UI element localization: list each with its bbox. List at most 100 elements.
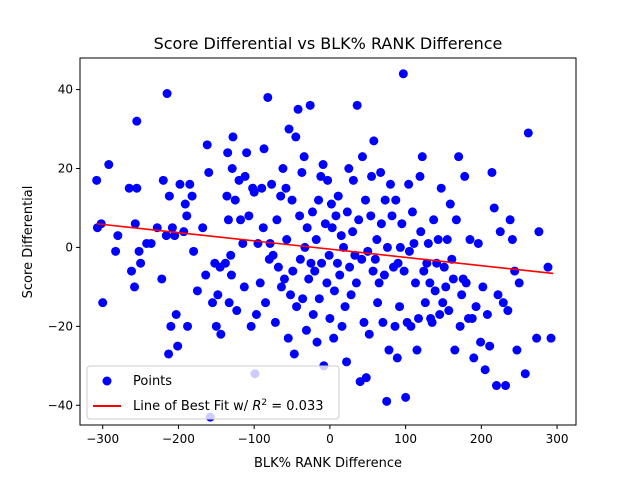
data-point bbox=[392, 353, 402, 363]
data-point bbox=[273, 262, 283, 272]
data-point bbox=[457, 290, 467, 300]
data-point bbox=[326, 199, 336, 209]
data-point bbox=[360, 195, 370, 205]
data-point bbox=[401, 392, 411, 402]
x-tick-label: 200 bbox=[470, 432, 493, 446]
data-point bbox=[284, 124, 294, 134]
data-point bbox=[493, 290, 503, 300]
data-point bbox=[111, 246, 121, 256]
data-point bbox=[244, 211, 254, 221]
data-point bbox=[113, 231, 123, 241]
data-point bbox=[361, 373, 371, 383]
data-point bbox=[485, 341, 495, 351]
data-point bbox=[126, 266, 136, 276]
data-point bbox=[295, 211, 305, 221]
data-point bbox=[413, 313, 423, 323]
data-point bbox=[354, 215, 364, 225]
data-point bbox=[295, 254, 305, 264]
data-point bbox=[512, 345, 522, 355]
data-point bbox=[331, 211, 341, 221]
data-point bbox=[364, 329, 374, 339]
data-point bbox=[158, 175, 168, 185]
data-point bbox=[369, 136, 379, 146]
data-point bbox=[350, 250, 360, 260]
data-point bbox=[382, 396, 392, 406]
data-point bbox=[412, 345, 422, 355]
data-point bbox=[223, 215, 233, 225]
data-point bbox=[310, 266, 320, 276]
data-point bbox=[189, 246, 199, 256]
data-point bbox=[98, 298, 108, 308]
legend-marker-points bbox=[102, 376, 112, 386]
data-point bbox=[397, 219, 407, 229]
data-point bbox=[161, 231, 171, 241]
data-point bbox=[433, 235, 443, 245]
x-tick-label: 300 bbox=[546, 432, 569, 446]
data-point bbox=[255, 278, 265, 288]
data-point bbox=[308, 310, 318, 320]
data-point bbox=[302, 223, 312, 233]
data-point bbox=[171, 310, 181, 320]
data-point bbox=[373, 298, 383, 308]
data-point bbox=[469, 353, 479, 363]
data-point bbox=[204, 167, 214, 177]
data-point bbox=[384, 345, 394, 355]
data-point bbox=[420, 298, 430, 308]
data-point bbox=[157, 274, 167, 284]
data-point bbox=[489, 203, 499, 213]
data-point bbox=[183, 321, 193, 331]
data-point bbox=[258, 223, 268, 233]
data-point bbox=[92, 175, 102, 185]
data-point bbox=[376, 219, 386, 229]
data-point bbox=[202, 140, 212, 150]
data-point bbox=[311, 235, 321, 245]
data-point bbox=[520, 369, 530, 379]
data-point bbox=[317, 258, 327, 268]
data-point bbox=[363, 246, 373, 256]
x-tick-label: 100 bbox=[394, 432, 417, 446]
data-point bbox=[435, 310, 445, 320]
data-point bbox=[501, 381, 511, 391]
trendline-layer bbox=[96, 222, 554, 275]
data-point bbox=[430, 286, 440, 296]
data-point bbox=[289, 349, 299, 359]
data-point bbox=[222, 191, 232, 201]
data-point bbox=[301, 325, 311, 335]
data-point bbox=[455, 321, 465, 331]
data-point bbox=[441, 282, 451, 292]
data-point bbox=[467, 313, 477, 323]
data-point bbox=[192, 286, 202, 296]
data-point bbox=[287, 195, 297, 205]
data-point bbox=[370, 254, 380, 264]
data-point bbox=[259, 144, 269, 154]
data-point bbox=[357, 254, 367, 264]
data-point bbox=[268, 250, 278, 260]
data-point bbox=[476, 337, 486, 347]
data-point bbox=[387, 211, 397, 221]
legend-fit-suffix: = 0.033 bbox=[267, 399, 323, 414]
data-point bbox=[314, 294, 324, 304]
data-point bbox=[404, 246, 414, 256]
data-points bbox=[92, 69, 556, 422]
data-point bbox=[167, 223, 177, 233]
x-tick-label: −100 bbox=[238, 432, 271, 446]
data-point bbox=[257, 183, 267, 193]
data-point bbox=[495, 227, 505, 237]
data-point bbox=[164, 349, 174, 359]
data-point bbox=[282, 235, 292, 245]
data-point bbox=[213, 290, 223, 300]
data-point bbox=[288, 266, 298, 276]
data-point bbox=[436, 183, 446, 193]
data-point bbox=[182, 211, 192, 221]
data-point bbox=[261, 298, 271, 308]
legend-fit-prefix: Line of Best Fit w/ bbox=[133, 399, 252, 414]
data-point bbox=[306, 258, 316, 268]
data-point bbox=[366, 211, 376, 221]
data-point bbox=[230, 195, 240, 205]
data-point bbox=[223, 148, 233, 158]
data-point bbox=[438, 298, 448, 308]
data-point bbox=[166, 321, 176, 331]
data-point bbox=[220, 258, 230, 268]
data-point bbox=[226, 250, 236, 260]
